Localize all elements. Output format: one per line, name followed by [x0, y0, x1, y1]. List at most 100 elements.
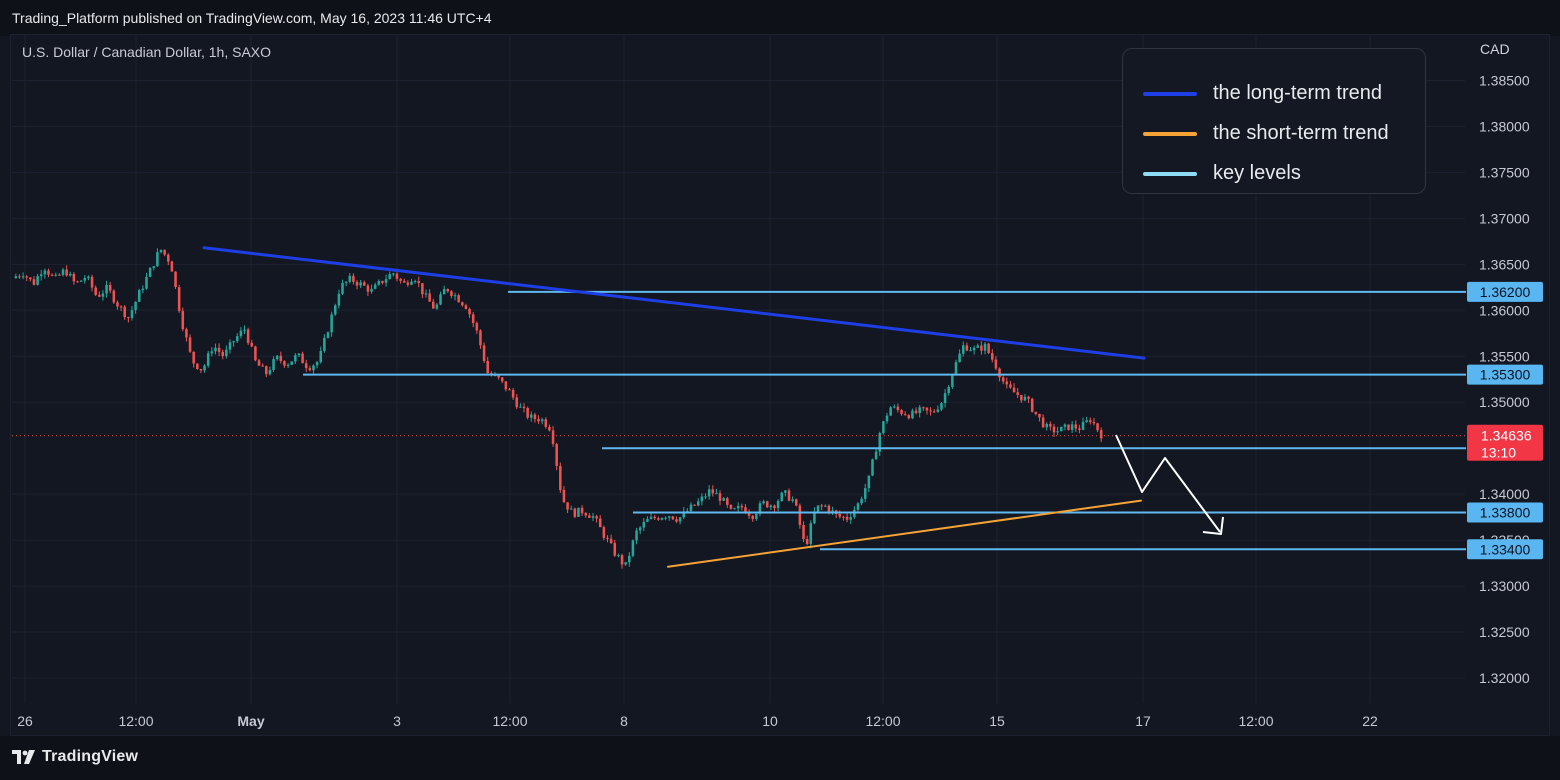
candle-body [624, 562, 627, 565]
candle-body [896, 406, 900, 411]
candle-body [1023, 396, 1027, 401]
candle-body [275, 355, 279, 360]
candle-body [755, 513, 758, 519]
candle-body [635, 530, 638, 541]
candle-body [773, 505, 776, 509]
candle-body [399, 278, 402, 281]
candle-body [776, 501, 780, 509]
candle-body [1070, 424, 1074, 430]
candle-body [929, 410, 932, 412]
symbol-title: U.S. Dollar / Canadian Dollar, 1h, SAXO [22, 44, 272, 60]
candle-body [700, 496, 704, 502]
x-tick-label: 26 [17, 713, 33, 729]
candle-body [206, 353, 210, 366]
candle-body [704, 496, 707, 498]
candle-body [991, 353, 994, 360]
candle-body [214, 347, 217, 352]
candle-body [1038, 413, 1041, 418]
candle-body [101, 293, 105, 297]
candle-body [526, 408, 529, 418]
candle-body [464, 305, 468, 309]
candle-body [664, 517, 667, 519]
candle-body [1012, 387, 1016, 393]
candle-body [123, 306, 126, 318]
candle-body [540, 419, 544, 422]
candle-body [577, 507, 580, 517]
tradingview-brand: TradingView [42, 748, 139, 765]
candle-body [617, 555, 620, 557]
candle-body [94, 287, 97, 295]
candle-body [1020, 394, 1023, 401]
candle-body [68, 273, 72, 276]
candle-body [642, 521, 646, 528]
x-tick-label: 8 [620, 713, 628, 729]
candle-body [784, 490, 787, 493]
candle-body [537, 418, 540, 422]
candle-body [758, 503, 762, 514]
candle-body [370, 288, 373, 292]
candle-body [450, 291, 453, 296]
candle-body [845, 516, 849, 520]
candle-body [225, 349, 228, 357]
candle-body [591, 516, 595, 518]
candle-body [188, 337, 192, 352]
candle-body [395, 273, 399, 279]
legend-swatch-key-levels [1143, 171, 1197, 176]
publisher-line: Trading_Platform published on TradingVie… [12, 10, 492, 26]
candle-body [1078, 428, 1081, 430]
candle-body [649, 516, 653, 519]
candle-body [965, 345, 969, 351]
key-level-tag-label: 1.36200 [1480, 284, 1531, 300]
candle-body [457, 295, 460, 303]
candle-body [192, 351, 195, 364]
candle-body [838, 513, 842, 517]
candle-body [787, 490, 791, 501]
candle-body [156, 252, 159, 267]
candle-body [1009, 384, 1012, 388]
key-level-tag [1467, 281, 1543, 302]
projection-arrow-head [1202, 516, 1224, 535]
candle-body [406, 282, 410, 285]
y-tick-label: 1.33000 [1479, 578, 1530, 594]
candle-body [653, 516, 656, 519]
candle-body [243, 329, 246, 331]
candle-body [867, 475, 871, 489]
legend-swatch-long-term [1143, 91, 1197, 96]
tradingview-logo[interactable]: TradingView [12, 748, 138, 766]
candle-body [388, 274, 391, 280]
legend-label: key levels [1213, 162, 1301, 184]
candle-body [239, 330, 243, 337]
tradingview-logo-icon [12, 750, 35, 764]
candle-body [366, 285, 370, 292]
candle-body [163, 249, 166, 255]
candle-body [671, 516, 675, 520]
candle-body [885, 415, 889, 422]
candle-body [903, 414, 907, 416]
candle-body [428, 293, 431, 302]
candle-body [726, 498, 729, 505]
candle-body [279, 355, 283, 362]
candle-body [377, 280, 381, 285]
key-level-tag [1467, 364, 1543, 385]
candle-body [827, 505, 831, 512]
candle-body [1049, 423, 1052, 427]
candle-body [722, 498, 725, 501]
candle-body [519, 406, 522, 408]
candle-body [925, 407, 929, 411]
candle-body [998, 368, 1001, 378]
candle-body [1027, 396, 1030, 399]
candle-body [983, 343, 987, 351]
candle-body [43, 270, 47, 275]
candle-body [602, 527, 606, 538]
candle-body [693, 504, 696, 506]
candle-body [141, 288, 145, 291]
candle-body [762, 501, 765, 504]
candle-body [588, 515, 591, 518]
candle-body [856, 503, 860, 510]
candle-body [177, 287, 181, 311]
x-tick-label: 12:00 [1238, 713, 1273, 729]
candle-body [130, 310, 134, 318]
candle-body [442, 288, 446, 295]
candle-body [500, 377, 504, 382]
